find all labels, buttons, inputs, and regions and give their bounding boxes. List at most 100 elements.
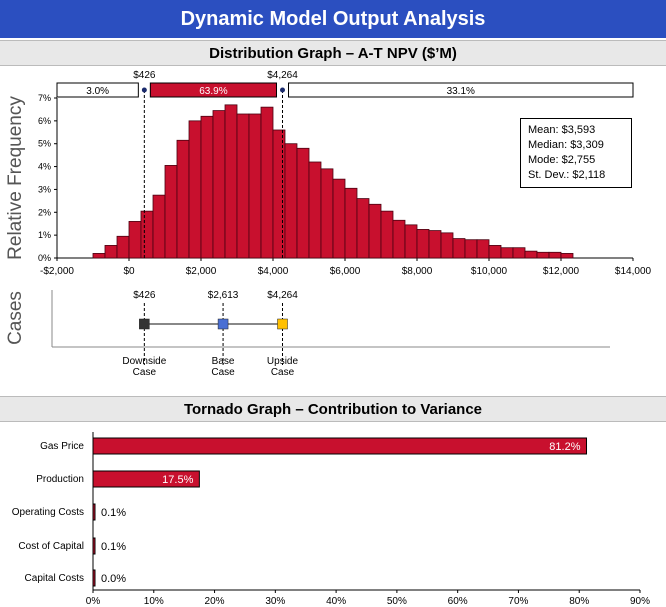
x-tick-label: $0 [123, 266, 135, 277]
y-tick-label: 5% [38, 139, 51, 149]
cases-chart: Cases $426DownsideCase$2,613BaseCase$4,26… [5, 290, 610, 378]
y-tick-label: 0% [38, 253, 51, 263]
histogram-bar [524, 250, 538, 259]
histogram-bar [248, 113, 262, 259]
tornado-category-label: Operating Costs [12, 507, 84, 518]
y-tick-label: 2% [38, 207, 51, 217]
histogram-bar [284, 143, 298, 259]
tornado-category-label: Gas Price [40, 441, 84, 452]
histogram-bar [512, 247, 526, 259]
case-marker [139, 318, 150, 330]
tornado-bar [92, 470, 200, 488]
tornado-bar [92, 503, 96, 521]
tornado-x-tick-label: 80% [569, 596, 589, 607]
histogram-chart: 0% 1% 2% 3% 4% 5% 6% 7% -$2,000 $0 $2,000 $4,000 $6,… [5, 70, 652, 277]
stats-box: Mean: $3,593 Median: $3,309 Mode: $2,755… [520, 118, 632, 188]
tornado-x-tick-label: 90% [630, 596, 650, 607]
histogram-bar [116, 235, 130, 259]
tornado-value-label: 17.5% [162, 474, 193, 486]
stat-mean: Mean: $3,593 [528, 124, 596, 136]
tornado-x-tick-label: 20% [205, 596, 225, 607]
histogram-bar [344, 187, 358, 259]
histogram-bar [224, 104, 238, 259]
y-tick-label: 7% [38, 93, 51, 103]
tornado-category-label: Capital Costs [25, 573, 84, 584]
tornado-bar [92, 537, 96, 555]
case-name-line2: Case [211, 367, 235, 378]
marker-label: $4,264 [267, 70, 298, 81]
range-label: 33.1% [447, 86, 475, 97]
histogram-bar [92, 253, 106, 259]
histogram-bar [380, 210, 394, 259]
histogram-bar [212, 110, 226, 259]
tornado-value-label: 0.0% [101, 573, 126, 585]
histogram-bar [152, 194, 166, 259]
x-tick-label: $8,000 [402, 266, 433, 277]
marker-label: $426 [133, 70, 156, 81]
histogram-bar [464, 239, 478, 259]
histogram-bar [368, 203, 382, 259]
histogram-bar [140, 210, 154, 259]
tornado-graph-title: Tornado Graph – Contribution to Variance [0, 396, 666, 422]
histogram-bar [548, 251, 562, 259]
marker-dot [280, 87, 286, 93]
histogram-bar [560, 253, 574, 259]
histogram-bar [356, 198, 370, 259]
case-value-label: $2,613 [208, 290, 239, 301]
histogram-bar [488, 245, 502, 259]
histogram-bar [272, 129, 286, 259]
y-tick-label: 4% [38, 162, 51, 172]
stat-median: Median: $3,309 [528, 139, 604, 151]
case-name-line1: Downside [122, 356, 166, 367]
marker-dot [141, 87, 147, 93]
histogram-bar [320, 168, 334, 259]
case-value-label: $426 [133, 290, 156, 301]
range-box [56, 82, 139, 98]
range-box [288, 82, 634, 98]
range-box [149, 82, 278, 98]
histogram-bar [452, 238, 466, 259]
tornado-bar [92, 437, 588, 455]
y-tick-label: 6% [38, 116, 51, 126]
histogram-bar [392, 219, 406, 259]
page-title: Dynamic Model Output Analysis [0, 0, 666, 38]
range-label: 63.9% [199, 86, 227, 97]
y-tick-label: 1% [38, 230, 51, 240]
tornado-x-tick-label: 50% [387, 596, 407, 607]
histogram-bar [476, 239, 490, 259]
x-tick-label: $10,000 [471, 266, 508, 277]
y-tick-label: 3% [38, 184, 51, 194]
histogram-bar [128, 221, 142, 259]
x-tick-label: $2,000 [186, 266, 217, 277]
histogram-bar [308, 161, 322, 259]
tornado-category-label: Cost of Capital [18, 541, 84, 552]
tornado-x-tick-label: 40% [326, 596, 346, 607]
case-name-line1: Base [212, 356, 235, 367]
x-tick-label: -$2,000 [40, 266, 74, 277]
tornado-chart: 0% 10% 20% 30% 40% 50% 60% 70% 80% 90% Gas Price 81… [12, 432, 650, 607]
histogram-y-label: Relative Frequency [5, 96, 26, 260]
tornado-value-label: 0.1% [101, 507, 126, 519]
tornado-x-tick-label: 0% [86, 596, 101, 607]
histogram-bar [332, 178, 346, 259]
histogram-bar [188, 120, 202, 259]
stat-mode: Mode: $2,755 [528, 154, 596, 166]
histogram-bar [428, 230, 442, 259]
histogram-bar [404, 224, 418, 259]
tornado-x-tick-label: 70% [508, 596, 528, 607]
tornado-x-tick-label: 60% [448, 596, 468, 607]
x-tick-label: $14,000 [615, 266, 652, 277]
histogram-bar [200, 115, 214, 259]
histogram-bar [536, 251, 550, 259]
case-name-line1: Upside [267, 356, 299, 367]
tornado-category-label: Production [36, 474, 84, 485]
tornado-value-label: 81.2% [549, 441, 580, 453]
histogram-bar [260, 106, 274, 259]
case-name-line2: Case [133, 367, 157, 378]
distribution-graph-title: Distribution Graph – A-T NPV ($’M) [0, 40, 666, 66]
cases-y-label: Cases [5, 291, 26, 345]
histogram-bar [236, 113, 250, 259]
case-marker [277, 318, 288, 330]
range-label: 3.0% [86, 86, 109, 97]
